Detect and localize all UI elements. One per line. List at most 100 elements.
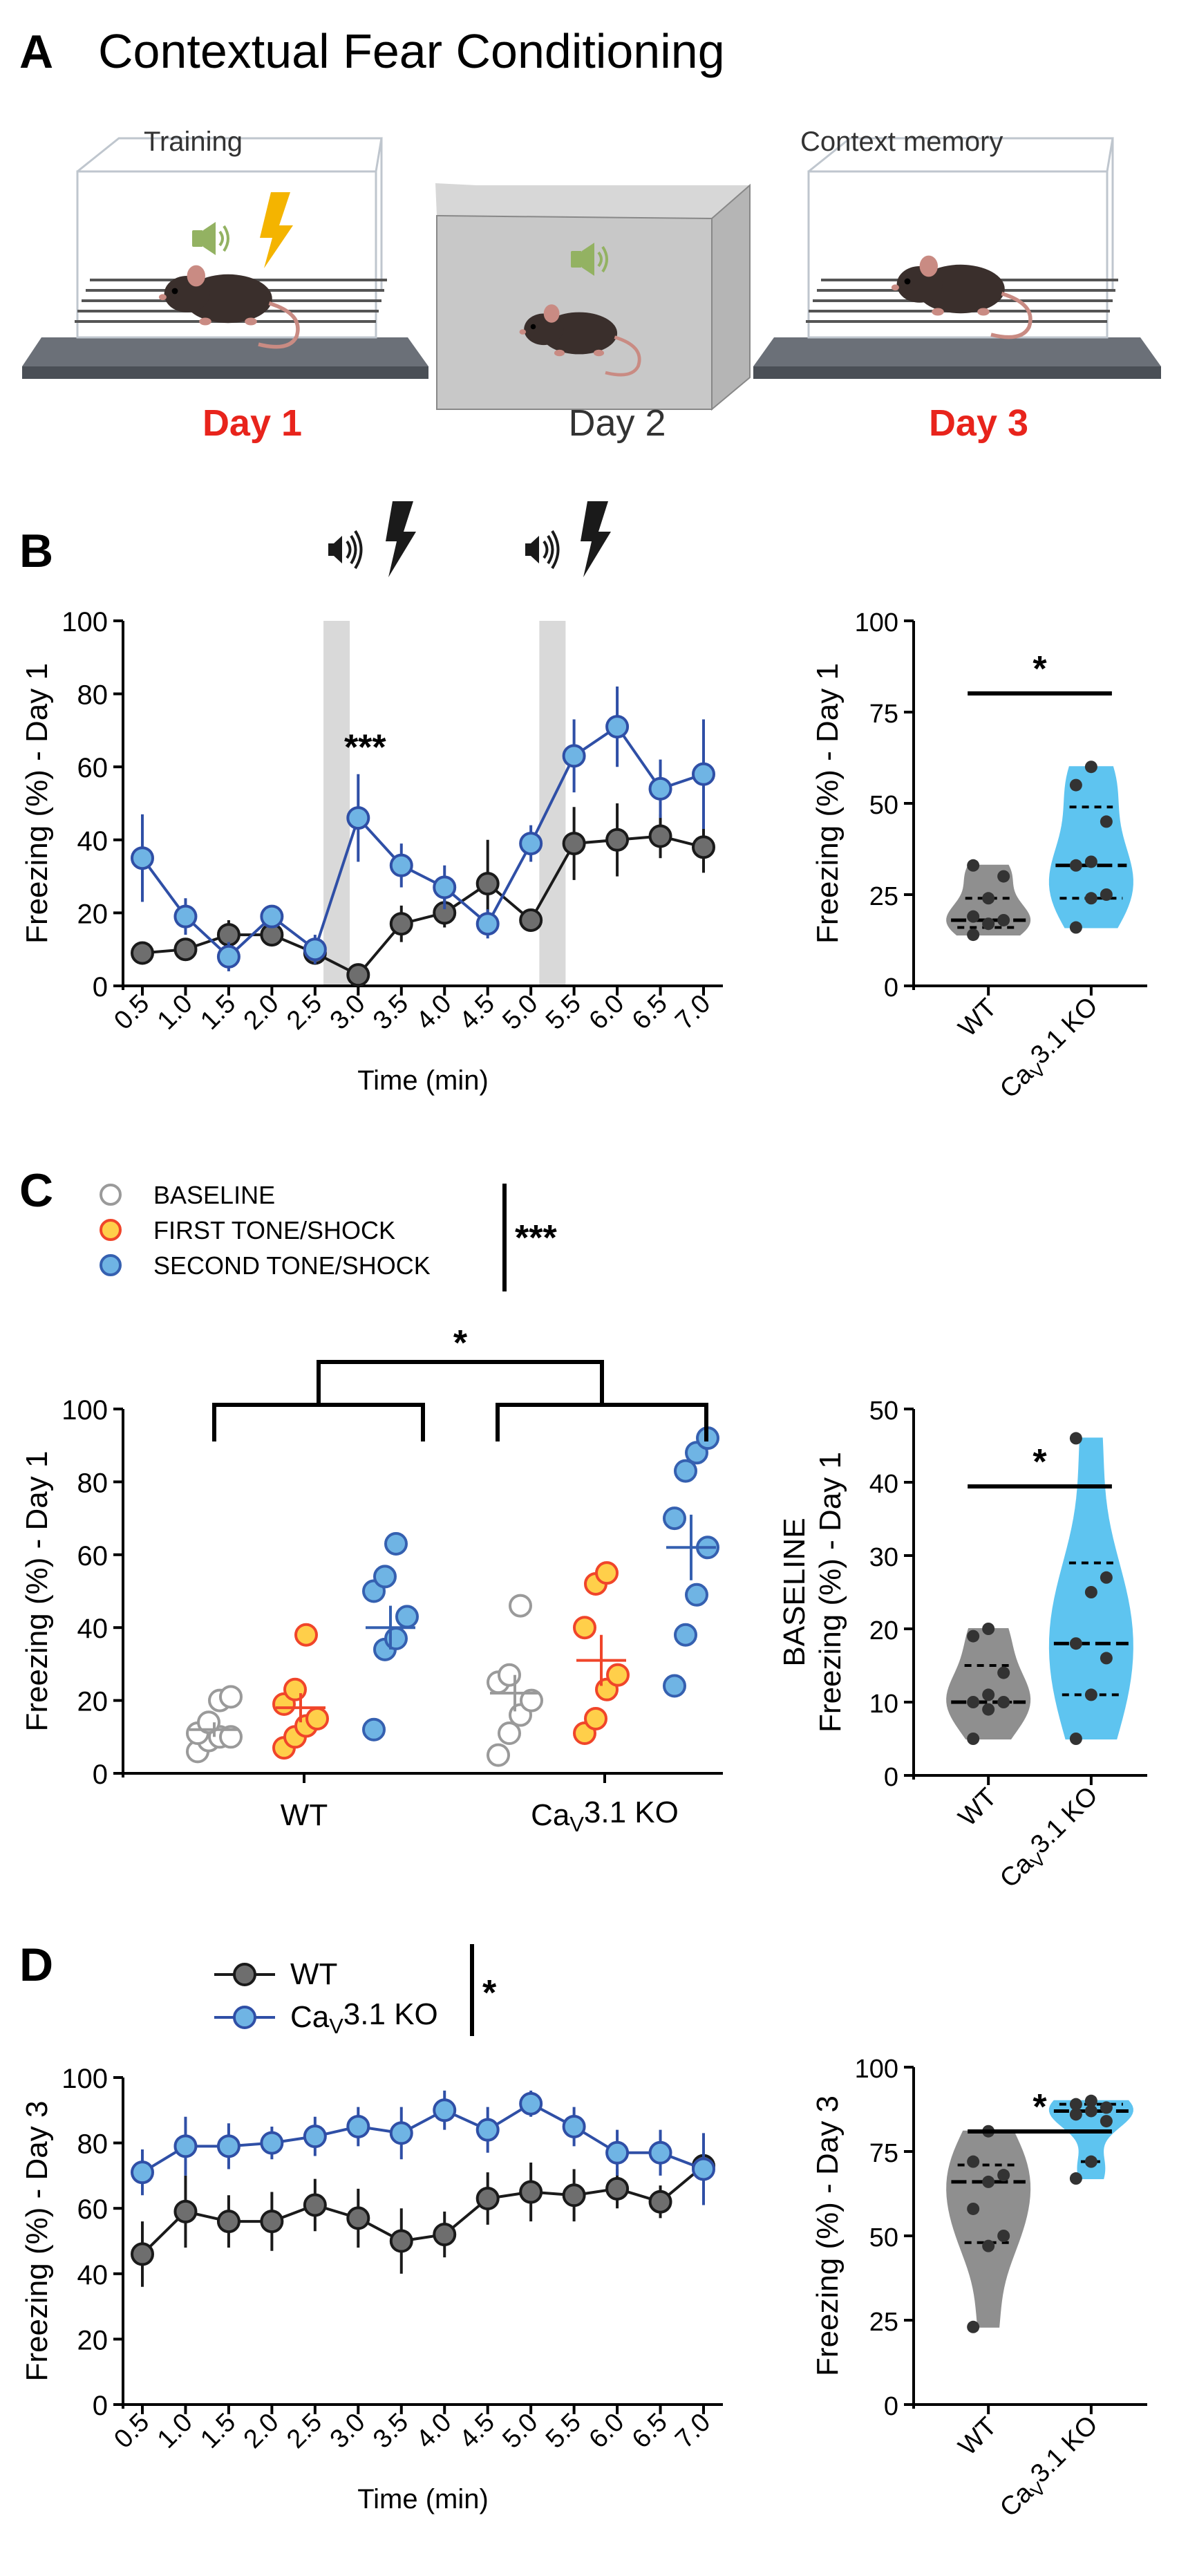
legend-label-ko: CaV3.1 KO xyxy=(290,1997,438,2038)
violin-point xyxy=(967,1630,980,1643)
data-point-wt xyxy=(562,832,586,856)
data-point-wt xyxy=(216,923,241,947)
group-point xyxy=(498,1663,521,1687)
data-point-ko xyxy=(260,2131,284,2155)
group-point xyxy=(663,1674,686,1698)
data-point-wt xyxy=(475,2187,500,2211)
violin-point xyxy=(1084,1586,1097,1598)
data-point-ko xyxy=(303,2125,327,2149)
x-tick-label: 6.0 xyxy=(583,989,630,1036)
y-tick-label: 75 xyxy=(869,700,898,729)
violin-point xyxy=(982,1688,995,1701)
y-tick-label: 0 xyxy=(93,972,108,1002)
y-axis-title: Freezing (%) - Day 1 xyxy=(811,663,845,944)
shock-2-icon xyxy=(581,501,611,577)
group-significance-star: * xyxy=(453,1323,468,1363)
group-point xyxy=(384,1627,408,1651)
x-tick-label: 6.0 xyxy=(583,2408,630,2454)
panel-a-title: Contextual Fear Conditioning xyxy=(98,24,725,78)
x-tick-label: 0.5 xyxy=(109,2408,155,2454)
y-tick-label: 20 xyxy=(77,1687,109,1717)
data-point-ko xyxy=(173,904,198,928)
x-category-label: WT xyxy=(953,993,1002,1043)
violin-point xyxy=(1084,1688,1097,1701)
violin-point xyxy=(997,1666,1010,1679)
stimulus-band xyxy=(323,621,350,986)
violin-point xyxy=(967,910,980,923)
y-tick-label: 0 xyxy=(93,2391,108,2421)
x-tick-label: 3.0 xyxy=(325,989,371,1036)
violin-point xyxy=(967,2320,980,2333)
x-tick-label: 3.5 xyxy=(368,989,414,1036)
y-tick-label: 40 xyxy=(77,2260,109,2290)
x-tick-label: 0.5 xyxy=(109,989,155,1036)
violin-point xyxy=(967,2202,980,2215)
violin-point xyxy=(1069,1733,1082,1745)
legend-label: FIRST TONE/SHOCK xyxy=(153,1216,395,1244)
violin-point xyxy=(982,2239,995,2252)
x-tick-label: 1.5 xyxy=(195,989,241,1036)
y-tick-label: 100 xyxy=(855,2055,898,2084)
stimulus-band xyxy=(539,621,566,986)
panel-a-letter: A xyxy=(19,26,53,78)
group-point xyxy=(685,1583,708,1607)
group-point xyxy=(498,1721,521,1746)
data-point-ko xyxy=(216,944,241,969)
significance-annotation: *** xyxy=(344,728,386,768)
y-tick-label: 50 xyxy=(869,1397,898,1426)
violin-point xyxy=(967,1733,980,1745)
x-tick-label: 6.5 xyxy=(627,2408,673,2454)
legend-marker xyxy=(100,1254,122,1276)
chart-c-scatter: 0 20 40 60 80 100 Freezing (%) - Day 1 WT CaV3.1… xyxy=(20,1181,723,1836)
data-point-ko xyxy=(131,2160,154,2185)
x-tick-label: 5.5 xyxy=(540,2408,587,2454)
day3-label: Day 3 xyxy=(929,402,1028,444)
y-tick-label: 100 xyxy=(62,1395,108,1426)
group-point xyxy=(573,1616,596,1640)
data-point-wt xyxy=(131,941,154,965)
y-tick-label: 75 xyxy=(869,2139,898,2168)
chart-b-line: 0204060801000.51.01.52.02.53.03.54.04.55… xyxy=(20,607,723,1096)
data-point-ko xyxy=(519,2091,543,2116)
data-point-wt xyxy=(648,2190,672,2214)
y-tick-label: 80 xyxy=(77,2129,109,2160)
x-tick-label: 7.0 xyxy=(670,989,716,1036)
legend-label: BASELINE xyxy=(153,1181,275,1209)
violin-point xyxy=(997,913,1010,926)
panel-c-letter: C xyxy=(19,1164,53,1217)
violin-point xyxy=(967,859,980,872)
violin-wt xyxy=(946,1628,1031,1739)
violin-point xyxy=(1084,2155,1097,2168)
y-tick-label: 20 xyxy=(869,1616,898,1645)
x-tick-label: 2.0 xyxy=(238,2408,285,2454)
x-tick-label: 2.0 xyxy=(238,989,285,1036)
group-point xyxy=(294,1623,318,1647)
y-tick-label: 0 xyxy=(884,2392,898,2421)
data-point-ko xyxy=(692,2157,715,2181)
data-point-wt xyxy=(346,2206,370,2230)
y-tick-label: 20 xyxy=(77,899,109,929)
data-point-ko xyxy=(260,904,284,928)
data-point-wt xyxy=(173,2199,198,2223)
data-point-wt xyxy=(346,963,370,987)
violin-point xyxy=(997,1696,1010,1708)
violin-point xyxy=(967,2155,980,2168)
legend-marker xyxy=(100,1219,122,1241)
violin-point xyxy=(982,1623,995,1635)
data-point-ko xyxy=(389,2121,413,2145)
data-point-ko xyxy=(562,744,586,768)
y-axis-title: Freezing (%) - Day 1 xyxy=(20,1451,54,1732)
x-tick-label: 4.0 xyxy=(411,989,458,1036)
violin-point xyxy=(1069,859,1082,872)
y-axis-title-line1: BASELINE xyxy=(777,1518,811,1666)
x-tick-label: 3.5 xyxy=(368,2408,414,2454)
data-point-ko xyxy=(605,715,630,739)
y-axis-title: Freezing (%) - Day 3 xyxy=(20,2101,54,2382)
group-point xyxy=(663,1506,686,1531)
data-point-wt xyxy=(131,2242,154,2266)
y-axis-title: Freezing (%) - Day 1 xyxy=(20,663,54,944)
group-point xyxy=(584,1706,607,1730)
data-point-wt xyxy=(389,912,413,936)
violin-point xyxy=(1069,2098,1082,2111)
